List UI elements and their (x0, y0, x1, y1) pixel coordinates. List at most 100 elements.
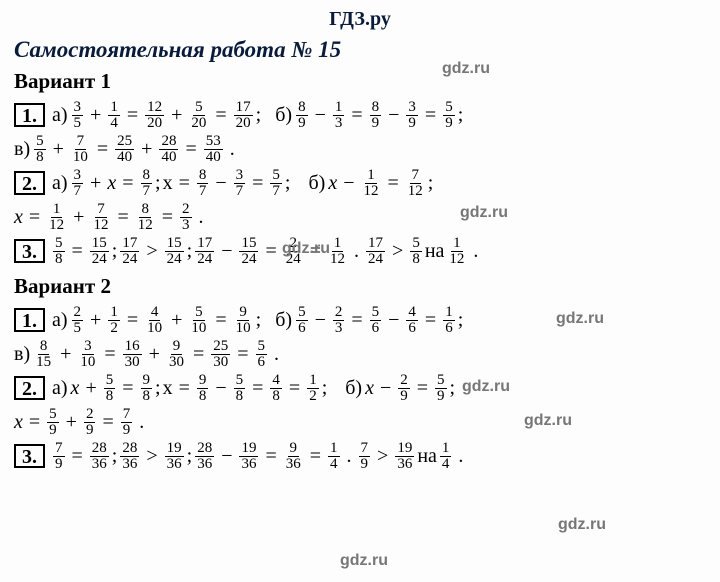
fraction: 930 (167, 339, 186, 370)
fraction: 310 (78, 339, 97, 370)
token: − (217, 439, 236, 473)
fraction: 410 (145, 305, 164, 336)
part-label: а) (52, 166, 68, 200)
fraction: 710 (71, 134, 90, 165)
fraction: 58 (104, 373, 116, 404)
part-label: б) (275, 98, 292, 132)
v1-p2-line2: x=112+712=812=23. (14, 200, 706, 234)
expr: x−112=712; (328, 166, 433, 200)
fraction: 712 (91, 202, 110, 233)
watermark: gdz.ru (558, 516, 606, 534)
fraction: 89 (296, 100, 308, 131)
token: = (93, 132, 112, 166)
token: > (388, 234, 407, 268)
fraction: 112 (361, 168, 380, 199)
expr: 58=1524;1724>1524;1724−1524=224=112.1724… (52, 234, 482, 268)
fraction: 5340 (204, 134, 223, 165)
watermark: gdz.ru (340, 552, 388, 570)
fraction: 12 (307, 373, 319, 404)
fraction: 87 (141, 168, 153, 199)
token: . (350, 234, 363, 268)
fraction: 1524 (239, 236, 258, 267)
token: x (365, 371, 374, 405)
part-label: в) (14, 132, 30, 166)
token: ; (155, 166, 161, 200)
token: = (123, 303, 142, 337)
fraction: 37 (72, 168, 84, 199)
token: = (118, 371, 137, 405)
token: − (211, 166, 230, 200)
token: = (421, 303, 440, 337)
fraction: 46 (406, 305, 418, 336)
token: ; (112, 439, 118, 473)
token: − (311, 98, 330, 132)
fraction: 59 (435, 373, 447, 404)
fraction: 89 (370, 100, 382, 131)
problem-number: 3. (14, 444, 45, 468)
v2-p2-line1: 2. а) x+58=98; x=98−58=48=12; б) x−29=59… (14, 371, 706, 405)
token: = (100, 337, 119, 371)
token: + (62, 405, 81, 439)
fraction: 520 (189, 100, 208, 131)
token: − (339, 166, 358, 200)
token: . (454, 439, 467, 473)
expr: x=112+712=812=23. (14, 200, 208, 234)
fraction: 23 (333, 305, 345, 336)
token: ; (187, 234, 193, 268)
token: = (248, 166, 267, 200)
fraction: 98 (141, 373, 153, 404)
fraction: 79 (121, 407, 133, 438)
part-label: в) (14, 337, 30, 371)
fraction: 1220 (145, 100, 164, 131)
token: на (425, 234, 445, 268)
work-title: Самостоятельная работа № 15 (14, 37, 706, 63)
expr: 58+710=2540+2840=5340. (33, 132, 239, 166)
token: = (118, 166, 137, 200)
variant-2-label: Вариант 2 (14, 274, 706, 299)
token: = (181, 132, 200, 166)
token: + (167, 303, 186, 337)
fraction: 16 (443, 305, 455, 336)
fraction: 58 (34, 134, 46, 165)
fraction: 56 (370, 305, 382, 336)
token: − (311, 303, 330, 337)
expr: 25+12=410+510=910; (71, 303, 262, 337)
token: − (211, 371, 230, 405)
token: x (328, 166, 337, 200)
expr: 37+x=87; x=87−37=57; (71, 166, 291, 200)
token: ; (322, 371, 328, 405)
token: + (56, 337, 75, 371)
token: = (211, 303, 230, 337)
fraction: 510 (189, 305, 208, 336)
part-label: б) (308, 166, 325, 200)
token: ; (450, 371, 456, 405)
problem-number: 1. (14, 103, 45, 127)
token: + (49, 132, 68, 166)
fraction: 25 (72, 305, 84, 336)
token: = (189, 337, 208, 371)
fraction: 23 (180, 202, 192, 233)
token: = (123, 98, 142, 132)
token: = (306, 234, 325, 268)
fraction: 1630 (123, 339, 142, 370)
v2-p2-line2: x=59+29=79. (14, 405, 706, 439)
part-label: а) (52, 98, 68, 132)
token: + (81, 371, 100, 405)
fraction: 112 (447, 236, 466, 267)
token: − (217, 234, 236, 268)
v1-p1-line2: в) 58+710=2540+2840=5340. (14, 132, 706, 166)
fraction: 39 (406, 100, 418, 131)
token: = (261, 439, 280, 473)
page: ГДЗ.ру Самостоятельная работа № 15 Вариа… (0, 0, 720, 473)
token: = (98, 405, 117, 439)
fraction: 1524 (165, 236, 184, 267)
fraction: 2836 (90, 441, 109, 472)
token: ; (428, 166, 434, 200)
token: = (211, 98, 230, 132)
token: + (86, 98, 105, 132)
fraction: 2840 (159, 134, 178, 165)
token: ; (112, 234, 118, 268)
fraction: 112 (328, 236, 347, 267)
v1-p2-line1: 2. а) 37+x=87; x=87−37=57; б) x−112=712; (14, 166, 706, 200)
token: = (25, 405, 44, 439)
